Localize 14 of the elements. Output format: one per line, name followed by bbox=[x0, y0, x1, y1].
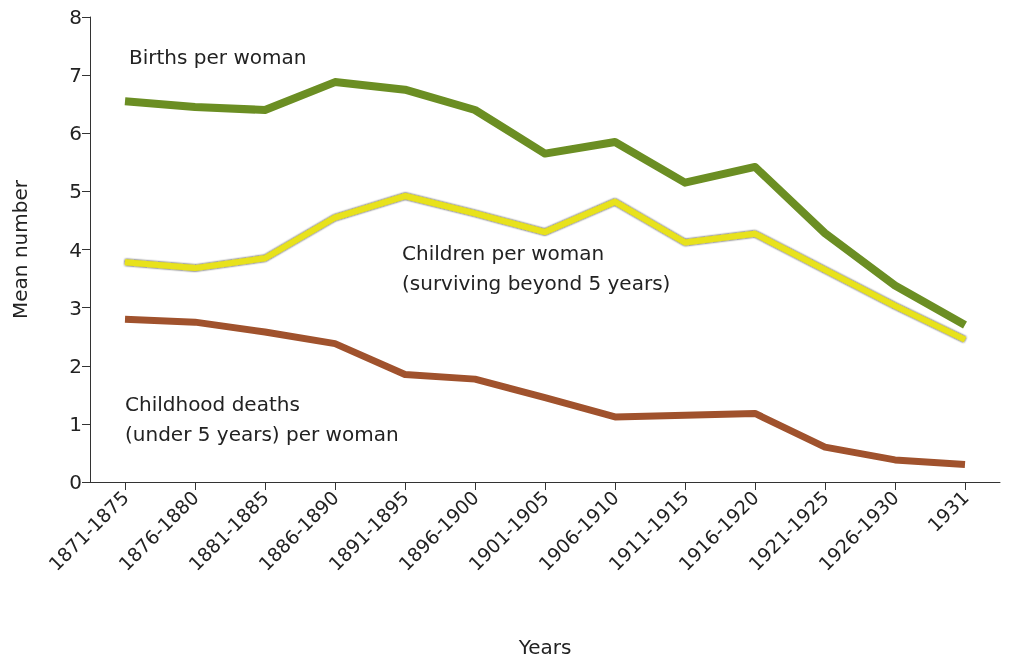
y-tick-label: 6 bbox=[69, 121, 82, 146]
y-tick-label: 0 bbox=[69, 470, 82, 494]
y-tick-label: 2 bbox=[69, 353, 82, 378]
y-tick-label: 1 bbox=[69, 411, 82, 436]
y-tick-label: 3 bbox=[69, 295, 82, 320]
x-axis-title: Years bbox=[517, 635, 572, 659]
series-label: Children per woman (surviving beyond 5 years) bbox=[402, 240, 671, 295]
y-tick-label: 7 bbox=[69, 63, 82, 88]
y-tick-label: 4 bbox=[69, 237, 82, 262]
y-tick-label: 5 bbox=[69, 179, 82, 204]
series-label: Births per woman bbox=[129, 45, 307, 70]
series-label: Childhood deaths (under 5 years) per woman bbox=[125, 392, 399, 446]
y-tick-label: 8 bbox=[69, 5, 82, 29]
y-axis-title: Mean number bbox=[8, 179, 32, 319]
